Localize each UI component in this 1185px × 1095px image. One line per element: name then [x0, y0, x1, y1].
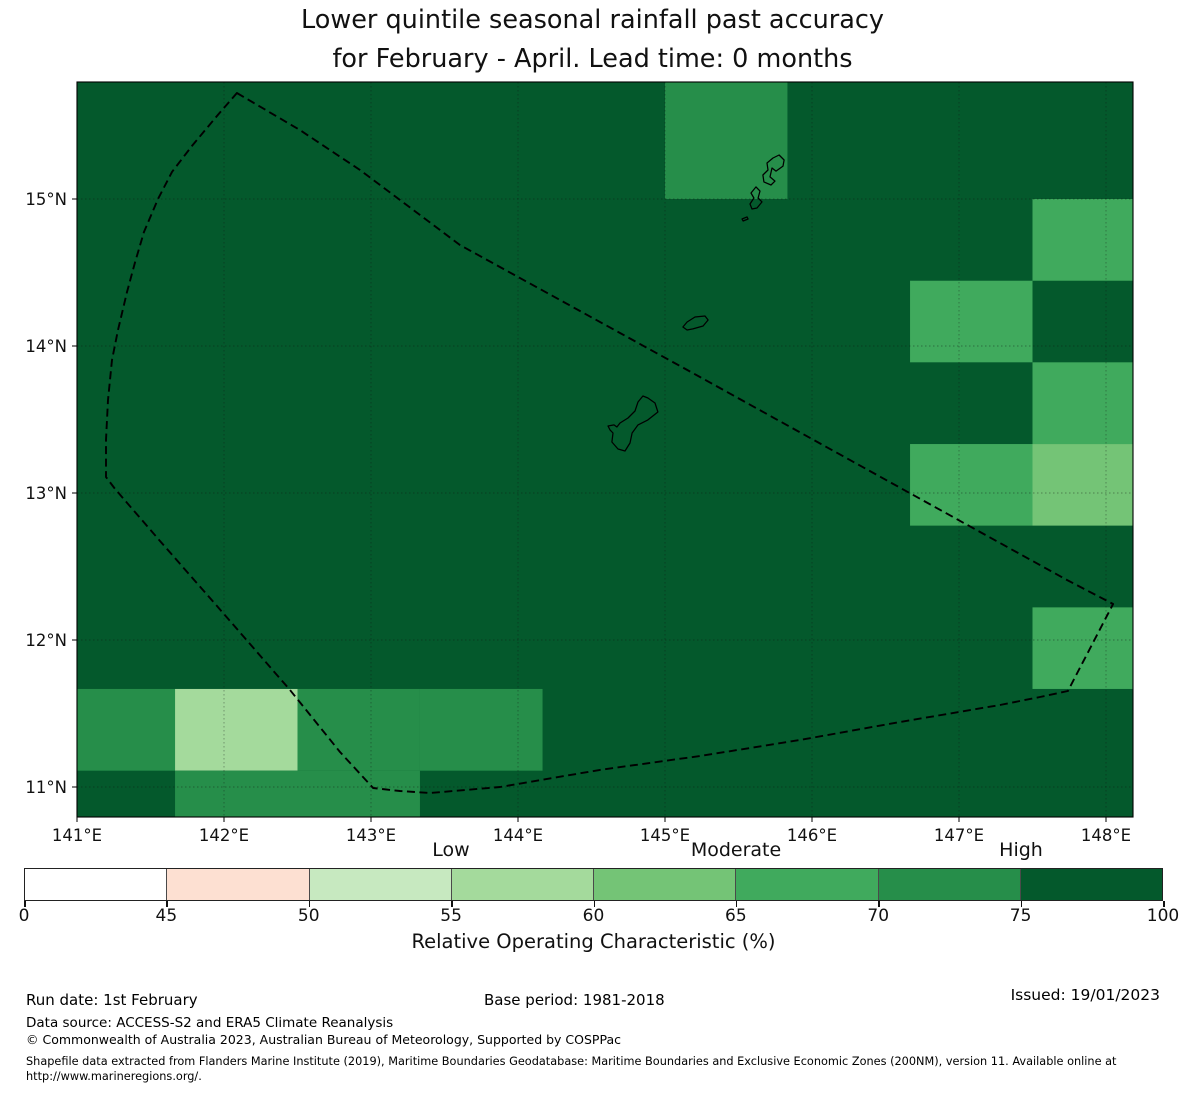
roc-cell-70-75 [297, 770, 420, 817]
chart-title-line1: Lower quintile seasonal rainfall past ac… [300, 5, 884, 35]
y-tick-label: 14°N [25, 337, 67, 356]
colorbar [24, 868, 1163, 901]
colorbar-segment-60-65 [594, 869, 737, 900]
roc-cell-60-65 [1032, 444, 1133, 526]
copyright-text: © Commonwealth of Australia 2023, Austra… [26, 1032, 621, 1047]
colorbar-tick [1163, 901, 1165, 907]
roc-cell-70-75 [77, 688, 176, 771]
colorbar-tick [308, 901, 311, 907]
colorbar-segment-65-70 [736, 869, 879, 900]
colorbar-segment-0-45 [25, 869, 168, 900]
y-tick-label: 13°N [25, 484, 67, 503]
data-source-text: Data source: ACCESS-S2 and ERA5 Climate … [26, 1015, 394, 1031]
base-period-text: Base period: 1981-2018 [484, 991, 665, 1009]
colorbar-tick-label: 60 [582, 906, 605, 926]
island-outline-tinian [749, 186, 763, 210]
y-tick-label: 15°N [25, 190, 67, 209]
colorbar-tick-label: 50 [297, 906, 320, 926]
colorbar-tick [1020, 901, 1023, 907]
colorbar-tick [451, 901, 453, 907]
x-tick-label: 147°E [934, 826, 984, 845]
colorbar-tick-label: 65 [725, 906, 747, 926]
x-tick-label: 145°E [640, 826, 690, 845]
y-tick-label: 12°N [25, 631, 67, 650]
roc-cell-65-70 [910, 280, 1033, 363]
roc-cell-65-70 [910, 444, 1033, 526]
roc-cell-55-60 [175, 688, 298, 771]
map-canvas: 141°E 142°E 143°E 144°E 145°E 146°E 147°E 148°E… [25, 81, 1134, 845]
chart-title: Lower quintile seasonal rainfall past ac… [0, 1, 1185, 79]
colorbar-tick-label: 0 [18, 906, 30, 926]
x-tick-label: 144°E [493, 826, 543, 845]
colorbar-segment-70-75 [878, 869, 1021, 900]
colorbar-tick [166, 901, 168, 907]
colorbar-label-moderate: Moderate [690, 839, 782, 861]
x-tick-label: 141°E [52, 826, 102, 845]
island-outline-guam [607, 395, 659, 452]
issued-date-text: Issued: 19/01/2023 [1010, 986, 1160, 1004]
island-outline-aguijan [741, 216, 749, 222]
map-frame [76, 81, 1134, 818]
colorbar-tick [593, 901, 595, 907]
colorbar-segment-75-100 [1020, 869, 1162, 900]
x-tick-label: 143°E [346, 826, 396, 845]
island-outline-rota [682, 315, 709, 331]
colorbar-label-low: Low [432, 839, 470, 861]
roc-cell-70-75 [419, 688, 543, 771]
colorbar-segment-45-50 [167, 869, 310, 900]
colorbar-tick-label: 100 [1146, 906, 1180, 926]
x-tick-label: 146°E [787, 826, 837, 845]
shapefile-note-text: Shapefile data extracted from Flanders M… [26, 1055, 1117, 1083]
colorbar-tick [878, 901, 880, 907]
colorbar-segment-50-55 [309, 869, 452, 900]
y-tick-label: 11°N [25, 778, 67, 797]
run-date-text: Run date: 1st February [26, 991, 198, 1009]
roc-cell-65-70 [1032, 198, 1133, 281]
roc-cell-70-75 [175, 770, 298, 817]
colorbar-segment-55-60 [451, 869, 594, 900]
roc-cell-70-75 [297, 688, 420, 771]
rainfall-accuracy-map: 141°E 142°E 143°E 144°E 145°E 146°E 147°E 148°E… [25, 81, 1134, 845]
roc-cell-70-75 [665, 82, 788, 199]
x-tick-label: 142°E [199, 826, 249, 845]
colorbar-tick [24, 901, 26, 907]
roc-cell-65-70 [1032, 362, 1133, 445]
colorbar-tick-label: 70 [867, 906, 890, 926]
colorbar-tick-label: 45 [155, 906, 178, 926]
roc-cell-65-70 [1032, 607, 1133, 689]
eez-boundary [105, 92, 1115, 794]
x-tick-label: 148°E [1081, 826, 1131, 845]
chart-title-line2: for February - April. Lead time: 0 month… [332, 44, 853, 74]
colorbar-label-high: High [999, 839, 1043, 861]
island-outline-saipan [762, 154, 785, 186]
colorbar-tick-label: 55 [440, 906, 462, 926]
colorbar-tick-label: 75 [1009, 906, 1032, 926]
colorbar-tick [735, 901, 738, 907]
colorbar-axis-label: Relative Operating Characteristic (%) [411, 930, 776, 953]
